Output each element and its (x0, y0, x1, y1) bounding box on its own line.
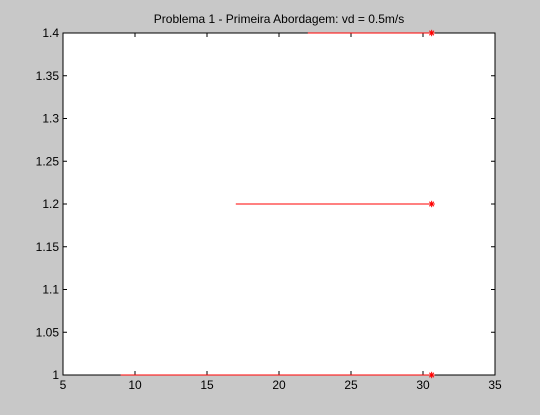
x-tick-label: 30 (416, 378, 430, 392)
y-tick-label: 1.2 (42, 197, 59, 211)
series-end-marker-3 (428, 29, 435, 37)
y-tick-label: 1.3 (42, 112, 59, 126)
y-tick-label: 1.15 (36, 240, 60, 254)
x-tick-label: 20 (272, 378, 286, 392)
asterisk-stroke (429, 30, 435, 36)
y-tick-label: 1.35 (36, 69, 60, 83)
y-tick-label: 1.1 (42, 283, 59, 297)
x-tick-label: 5 (60, 378, 67, 392)
x-tick-label: 35 (488, 378, 502, 392)
y-tick-label: 1 (52, 368, 59, 382)
y-tick-label: 1.25 (36, 154, 60, 168)
y-axis: 1 1.05 1.1 1.15 1.2 1.25 1.3 1.35 1.4 (36, 26, 495, 382)
x-tick-label: 10 (128, 378, 142, 392)
series-layer (120, 29, 435, 379)
y-tick-label: 1.4 (42, 26, 59, 40)
y-tick-label: 1.05 (36, 325, 60, 339)
x-tick-label: 25 (344, 378, 358, 392)
x-axis: 5 10 15 20 25 30 35 (60, 33, 502, 392)
asterisk-stroke (429, 372, 435, 378)
series-end-marker-1 (428, 371, 435, 379)
x-tick-label: 15 (200, 378, 214, 392)
chart-title: Problema 1 - Primeira Abordagem: vd = 0.… (154, 12, 404, 26)
asterisk-stroke (429, 201, 435, 207)
series-end-marker-2 (428, 200, 435, 208)
